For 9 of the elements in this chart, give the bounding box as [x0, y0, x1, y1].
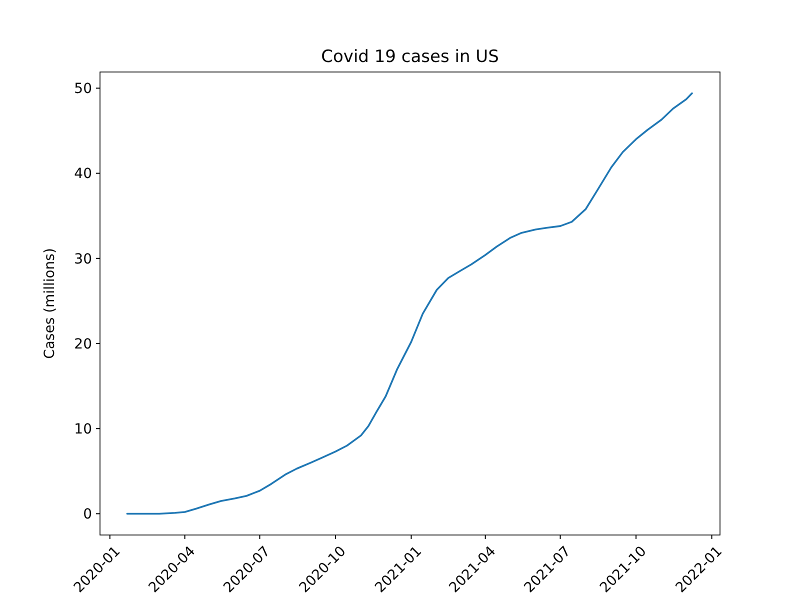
line-series: [126, 92, 693, 515]
y-tick-label: 40: [74, 166, 92, 182]
y-tick-label: 20: [74, 336, 92, 352]
y-tick-label: 50: [74, 81, 92, 98]
chart-title: Covid 19 cases in US: [321, 47, 499, 67]
y-tick-label: 30: [74, 251, 92, 268]
y-axis-title: Cases (millions): [42, 248, 58, 359]
y-tick-label: 0: [83, 506, 92, 523]
y-tick-label: 10: [74, 422, 92, 438]
